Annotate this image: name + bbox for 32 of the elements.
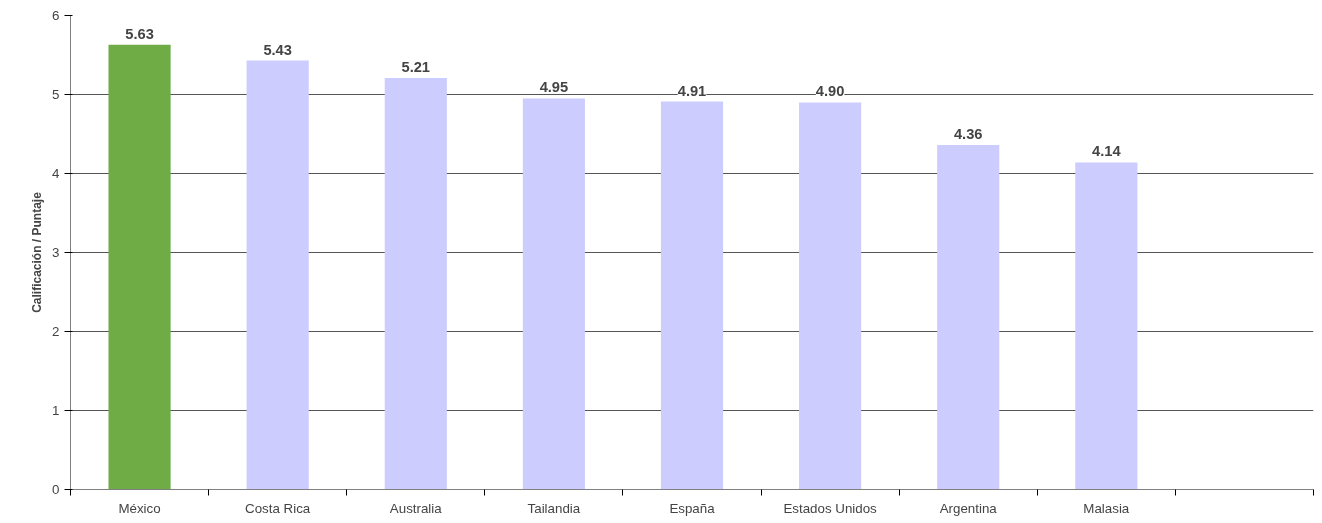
bar	[522, 98, 585, 490]
bar	[1075, 162, 1138, 490]
data-label: 4.36	[953, 126, 983, 143]
bar	[246, 60, 309, 490]
data-label: 4.95	[539, 79, 569, 96]
y-axis-title: Calificación / Puntaje	[30, 191, 45, 313]
y-tick-label: 0	[52, 482, 60, 497]
x-tick-label: Australia	[389, 500, 443, 516]
x-tick-label: Estados Unidos	[783, 500, 878, 516]
bar	[108, 44, 171, 490]
y-tick-label: 6	[52, 8, 60, 23]
data-label: 5.63	[125, 25, 154, 42]
x-tick-label: Costa Rica	[245, 500, 311, 516]
y-tick-label: 1	[52, 403, 60, 418]
y-tick-label: 2	[52, 324, 60, 339]
x-tick-label: Argentina	[939, 500, 998, 516]
bar	[384, 77, 447, 490]
data-label: 5.21	[401, 58, 431, 75]
y-tick-label: 5	[52, 87, 60, 102]
bar	[937, 145, 1000, 490]
y-tick-label: 3	[52, 245, 60, 260]
data-label: 4.14	[1092, 143, 1122, 160]
data-label: 4.90	[815, 83, 845, 100]
data-label: 4.91	[677, 82, 707, 99]
x-tick-label: España	[669, 500, 716, 516]
bar	[799, 102, 862, 490]
y-tick-label: 4	[52, 166, 61, 181]
x-tick-label: Malasia	[1083, 500, 1130, 516]
bar	[660, 101, 724, 490]
data-label: 5.43	[263, 41, 292, 58]
x-tick-label: Tailandia	[527, 500, 581, 516]
x-tick-label: México	[118, 500, 161, 516]
